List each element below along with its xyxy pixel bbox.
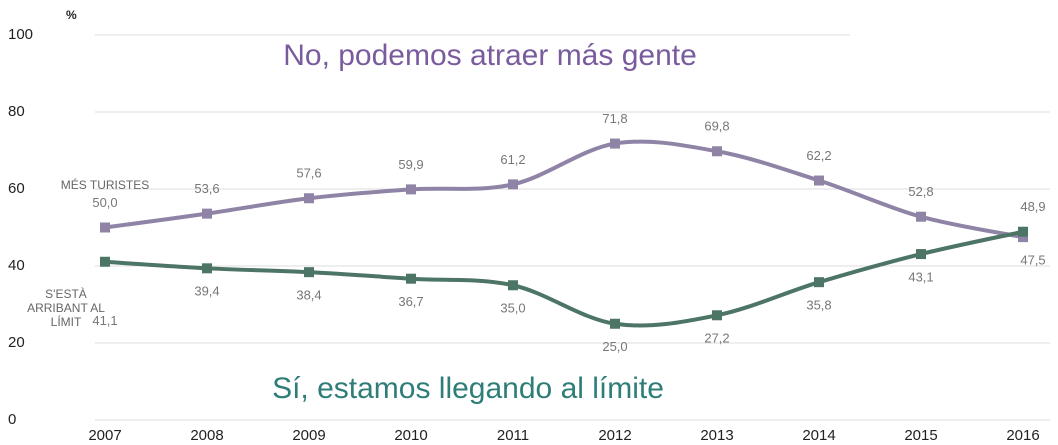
data-label: 39,4 — [194, 284, 219, 299]
data-label: 27,2 — [704, 331, 729, 346]
point-marker — [712, 146, 722, 157]
data-label: 36,7 — [398, 294, 423, 309]
point-marker — [610, 318, 620, 329]
series-label: MÉS TURISTES — [60, 178, 150, 192]
data-label: 69,8 — [704, 119, 729, 134]
y-tick-label: 80 — [8, 103, 25, 120]
point-marker — [1018, 232, 1028, 243]
y-axis-label: % — [66, 8, 77, 22]
data-label: 57,6 — [296, 166, 321, 181]
y-tick-label: 20 — [8, 334, 25, 351]
data-label: 25,0 — [602, 339, 627, 354]
x-tick-label: 2016 — [1006, 427, 1039, 444]
point-marker — [916, 249, 926, 260]
data-label: 61,2 — [500, 152, 525, 167]
point-marker — [610, 138, 620, 149]
series-label: S'ESTÀ ARRIBANT AL LÍMIT — [27, 287, 105, 329]
point-marker — [304, 193, 314, 204]
series-line — [104, 139, 1024, 240]
annotation: Sí, estamos llegando al límite — [272, 372, 664, 405]
point-marker — [202, 208, 212, 219]
y-tick-label: 0 — [8, 411, 16, 428]
point-marker — [916, 211, 926, 222]
data-label: 71,8 — [602, 111, 627, 126]
y-tick-label: 60 — [8, 180, 25, 197]
x-tick-label: 2009 — [292, 427, 325, 444]
point-marker — [814, 277, 824, 288]
data-label: 59,9 — [398, 157, 423, 172]
data-label: 62,2 — [806, 148, 831, 163]
data-label: 48,9 — [1020, 199, 1045, 214]
point-marker — [508, 280, 518, 291]
data-label: 35,0 — [500, 301, 525, 316]
point-marker — [406, 184, 416, 195]
point-marker — [100, 256, 110, 267]
x-tick-label: 2013 — [700, 427, 733, 444]
data-label: 50,0 — [92, 195, 117, 210]
x-tick-label: 2010 — [394, 427, 427, 444]
point-marker — [814, 175, 824, 186]
data-label: 53,6 — [194, 181, 219, 196]
point-marker — [304, 267, 314, 278]
x-tick-label: 2007 — [88, 427, 121, 444]
data-label: 35,8 — [806, 298, 831, 313]
y-tick-label: 100 — [8, 26, 33, 43]
point-marker — [202, 263, 212, 274]
data-label: 52,8 — [908, 184, 933, 199]
data-label: 38,4 — [296, 288, 321, 303]
x-tick-label: 2014 — [802, 427, 835, 444]
point-marker — [100, 222, 110, 233]
x-tick-label: 2008 — [190, 427, 223, 444]
x-tick-label: 2012 — [598, 427, 631, 444]
data-label: 43,1 — [908, 270, 933, 285]
y-tick-label: 40 — [8, 257, 25, 274]
point-marker — [406, 273, 416, 284]
series-line — [104, 229, 1024, 328]
x-tick-label: 2011 — [497, 427, 529, 444]
point-marker — [712, 310, 722, 321]
point-marker — [508, 179, 518, 190]
annotation: No, podemos atraer más gente — [283, 39, 697, 72]
point-marker — [1018, 226, 1028, 237]
data-label: 41,1 — [92, 313, 117, 328]
x-tick-label: 2015 — [904, 427, 937, 444]
data-label: 47,5 — [1020, 253, 1045, 268]
